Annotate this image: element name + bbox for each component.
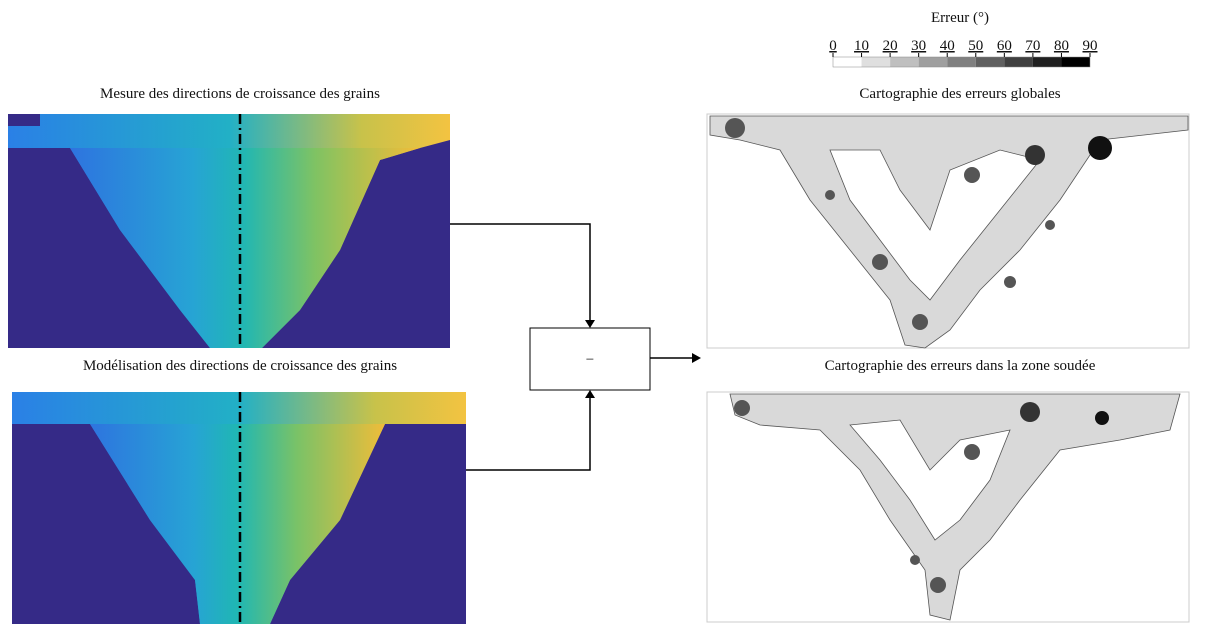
weld-error-map [706, 391, 1190, 623]
model-map [12, 392, 466, 624]
colorbar-tick-label: 20 [883, 38, 898, 54]
colorbar-segment [833, 57, 862, 67]
colorbar-segment [890, 57, 919, 67]
colorbar-tick-label: 10 [854, 38, 869, 54]
colorbar-segment [1032, 57, 1062, 67]
colorbar-tick-label: 70 [1025, 38, 1040, 54]
colorbar-tick-label: 0 [829, 38, 837, 54]
panel-title: Cartographie des erreurs globales [859, 86, 1060, 102]
connectors [450, 223, 694, 471]
panel-title: Cartographie des erreurs dans la zone so… [825, 358, 1096, 374]
colorbar-segment [918, 57, 948, 67]
colorbar-tick-label: 60 [997, 38, 1012, 54]
colorbar-tick-label: 90 [1083, 38, 1098, 54]
colorbar-tick-label: 80 [1054, 38, 1069, 54]
colorbar-tick-label: 40 [940, 38, 955, 54]
panel-title: Mesure des directions de croissance des … [100, 86, 380, 102]
colorbar-tick-label: 30 [911, 38, 926, 54]
arrowheads [585, 320, 701, 398]
measured-map [8, 114, 450, 348]
colorbar-tick-label: 50 [968, 38, 983, 54]
colorbar-frame [832, 56, 1091, 68]
colorbar-segment [1004, 57, 1033, 67]
panel-title: Modélisation des directions de croissanc… [83, 358, 397, 374]
operator-label: − [586, 352, 594, 368]
global-error-map [706, 113, 1190, 349]
operator-box [529, 327, 651, 391]
colorbar-title: Erreur (°) [931, 10, 989, 26]
colorbar-segment [861, 57, 891, 67]
colorbar-segment [975, 57, 1005, 67]
colorbar: 0 10 20 30 40 50 60 70 80 90 [829, 38, 1098, 68]
colorbar-segment [947, 57, 976, 67]
colorbar-segment [1061, 57, 1090, 67]
